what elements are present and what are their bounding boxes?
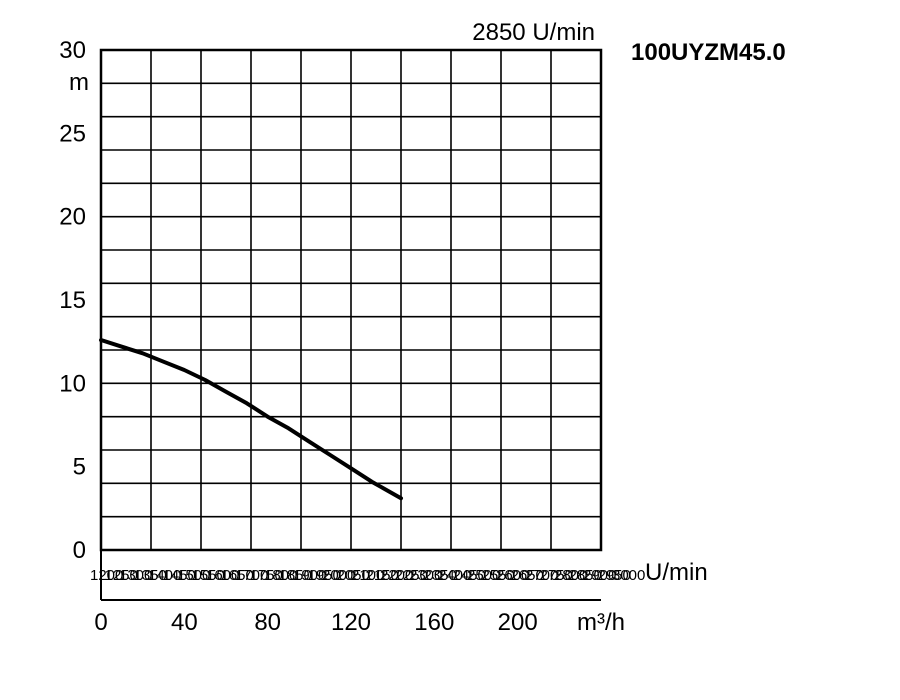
y-tick-label: 5 [73, 454, 86, 481]
y-tick-label: 25 [59, 120, 86, 147]
plot-frame [99, 48, 603, 552]
rpm-tick-label: 1300 [119, 567, 152, 584]
rpm-tick-label: 2650 [511, 567, 544, 584]
rpm-axis-label: U/min [645, 559, 708, 586]
rpm-tick-label: 1350 [134, 567, 167, 584]
rpm-tick-label: 2300 [409, 567, 442, 584]
speed-label: 2850 U/min [472, 19, 595, 46]
y-tick-label: 0 [73, 537, 86, 564]
rpm-tick-labels: 1200125013001350140014501500155016001650… [90, 567, 645, 584]
rpm-tick-label: 1850 [279, 567, 312, 584]
rpm-tick-label: 2950 [598, 567, 631, 584]
x-tick-label: 40 [171, 609, 198, 636]
rpm-tick-label: 2850 [569, 567, 602, 584]
chart-title: 100UYZM45.0 [631, 39, 786, 66]
rpm-tick-label: 2250 [395, 567, 428, 584]
rpm-tick-label: 2500 [467, 567, 500, 584]
x-axis-unit: m³/h [577, 609, 625, 636]
rpm-tick-label: 1950 [308, 567, 341, 584]
y-axis-unit: m [69, 69, 89, 96]
rpm-tick-label: 2150 [366, 567, 399, 584]
rpm-tick-label: 2600 [496, 567, 529, 584]
rpm-tick-label: 1450 [163, 567, 196, 584]
rpm-tick-label: 1700 [235, 567, 268, 584]
rpm-tick-label: 2350 [424, 567, 457, 584]
x-tick-label: 120 [331, 609, 371, 636]
rpm-tick-label: 2700 [525, 567, 558, 584]
rpm-tick-label: 1600 [206, 567, 239, 584]
rpm-tick-label: 1400 [148, 567, 181, 584]
rpm-tick-label: 3000 [612, 567, 645, 584]
y-tick-label: 30 [59, 37, 86, 64]
rpm-tick-label: 1900 [293, 567, 326, 584]
y-tick-labels: 0 5 10 15 20 25 30 [59, 37, 86, 564]
series-line [99, 338, 403, 501]
x-tick-label: 0 [94, 609, 107, 636]
rpm-tick-label: 1250 [105, 567, 138, 584]
y-tick-label: 10 [59, 370, 86, 397]
rpm-tick-label: 2750 [540, 567, 573, 584]
x-tick-label: 80 [254, 609, 281, 636]
y-tick-label: 15 [59, 287, 86, 314]
y-tick-label: 20 [59, 204, 86, 231]
rpm-tick-label: 2450 [453, 567, 486, 584]
rpm-tick-label: 1800 [264, 567, 297, 584]
rpm-tick-label: 1650 [221, 567, 254, 584]
x-tick-label: 160 [414, 609, 454, 636]
grid-lines [101, 50, 601, 550]
rpm-tick-label: 1500 [177, 567, 210, 584]
rpm-tick-label: 2900 [583, 567, 616, 584]
rpm-tick-label: 2550 [482, 567, 515, 584]
rpm-tick-label: 2200 [380, 567, 413, 584]
x-tick-labels: 0 40 80 120 160 200 [94, 609, 537, 636]
rpm-tick-label: 2400 [438, 567, 471, 584]
rpm-tick-label: 1750 [250, 567, 283, 584]
rpm-tick-label: 1550 [192, 567, 225, 584]
rpm-tick-label: 2800 [554, 567, 587, 584]
x-tick-label: 200 [498, 609, 538, 636]
rpm-tick-label: 2100 [351, 567, 384, 584]
rpm-tick-label: 2000 [322, 567, 355, 584]
rpm-tick-label: 1200 [90, 567, 123, 584]
rpm-tick-label: 2050 [337, 567, 370, 584]
